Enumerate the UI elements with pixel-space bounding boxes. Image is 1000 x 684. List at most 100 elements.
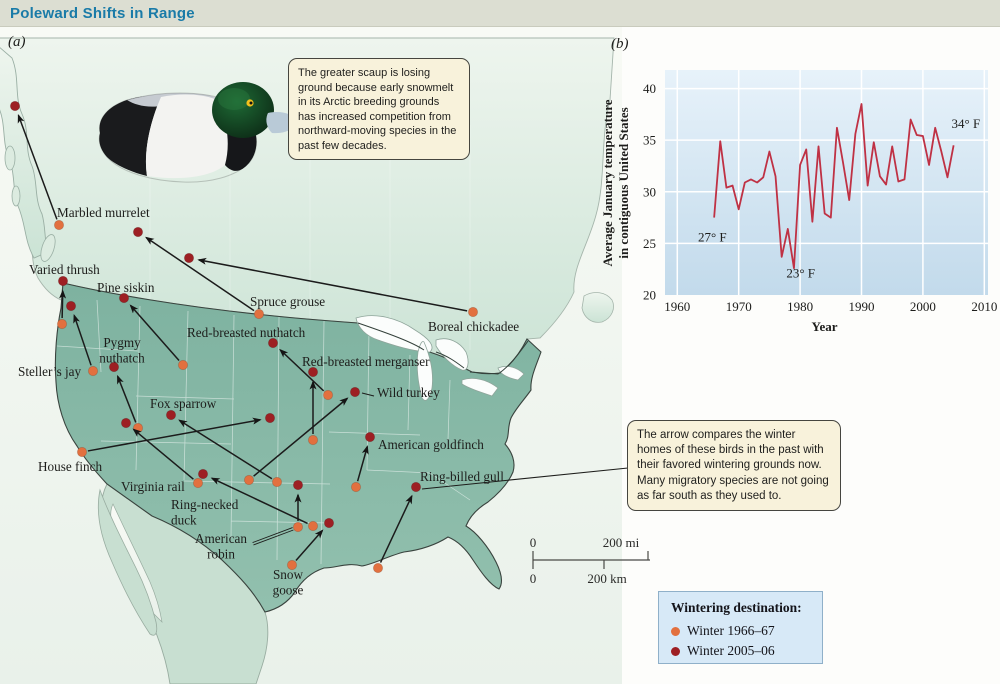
x-tick-label: 1980 [787, 299, 813, 314]
bird-red-breasted-merganser: Red-breasted merganser [302, 354, 430, 446]
legend-item-2005: Winter 2005–06 [671, 643, 810, 659]
temperature-chart: 1960 1970 1980 1990 2000 2010 20 25 30 35 40 27° F 2… [600, 70, 997, 334]
winter-2005-dot [292, 479, 304, 491]
winter-1966-dot [372, 562, 384, 574]
winter-2005-dot [364, 431, 376, 443]
bird-label: Ring-billed gull [420, 469, 504, 484]
scale-200-km: 200 km [587, 571, 626, 586]
great-lakes [355, 315, 525, 401]
range-shift-arrow [178, 419, 273, 480]
bird-red-breasted-nuthatch: Red-breasted nuthatch [187, 325, 334, 401]
legend-item-1966: Winter 1966–67 [671, 623, 810, 639]
figure-title-bar: Poleward Shifts in Range [0, 0, 1000, 27]
bird-marbled-murrelet: Marbled murrelet [9, 100, 150, 231]
leader-lines [252, 392, 629, 546]
bird-label: Spruce grouse [250, 294, 325, 309]
range-shift-arrow [59, 289, 67, 319]
winter-2005-dot [197, 468, 209, 480]
bird-house-finch: House finch [38, 412, 276, 474]
winter-2005-dot [165, 409, 177, 421]
winter-1966-dot [56, 318, 68, 330]
bird-ring-billed-gull: Ring-billed gull [372, 469, 504, 574]
bird-pine-siskin: Pine siskin [97, 280, 189, 371]
lake-superior [355, 315, 433, 353]
vancouver-island [40, 234, 56, 262]
winter-1966-dot [350, 481, 362, 493]
bird-wild-turkey: Wild turkey [243, 385, 440, 486]
legend-label: Winter 2005–06 [687, 643, 775, 658]
winter-1966-dot [322, 389, 334, 401]
y-tick-label: 40 [643, 81, 656, 96]
winter-2005-dot [118, 292, 130, 304]
baja-peninsula [97, 488, 158, 636]
annotation-34: 34° F [952, 116, 981, 131]
x-tick-label: 1970 [726, 299, 752, 314]
winter-2005-dot [65, 300, 77, 312]
y-tick-label: 20 [643, 288, 656, 303]
y-tick-label: 25 [643, 236, 656, 251]
y-tick-label: 35 [643, 133, 656, 148]
lake-erie [461, 378, 499, 397]
plot-area [665, 70, 988, 295]
bird-label: Ring-necked duck [171, 497, 239, 528]
y-tick-label: 30 [643, 184, 656, 199]
province-borders [149, 95, 471, 350]
winter-1966-dot [307, 520, 319, 532]
winter-2005-dot [267, 337, 279, 349]
panel-b-label: (b) [611, 36, 629, 52]
border-through-lakes [357, 322, 529, 375]
arrow-callout: The arrow compares the winter homes of t… [627, 420, 841, 511]
state-borders [56, 299, 471, 565]
winter-1966-dot [253, 308, 265, 320]
winter-1966-dot [132, 422, 144, 434]
x-tick-label: 1960 [664, 299, 690, 314]
winter-1966-dot [286, 559, 298, 571]
winter-1966-dot [53, 219, 65, 231]
coastal-island [4, 145, 16, 171]
winter-2005-dot [323, 517, 335, 529]
winter-1966-dot [271, 476, 283, 488]
legend-label: Winter 1966–67 [687, 623, 775, 638]
range-shift-arrow [210, 477, 308, 525]
winter-2005-swatch [671, 646, 680, 656]
range-shift-arrow [295, 529, 324, 561]
temperature-line [713, 103, 955, 270]
bird-label: Varied thrush [29, 262, 100, 277]
bird-fox-sparrow: Fox sparrow [150, 396, 283, 488]
bird-label: Pine siskin [97, 280, 155, 295]
newfoundland-island [581, 292, 614, 323]
annotation-27: 27° F [698, 229, 727, 244]
bird-label: American robin [195, 531, 247, 562]
range-shift-arrow [116, 374, 137, 423]
coastal-island [11, 185, 21, 207]
winter-2005-dot [349, 386, 361, 398]
winter-2005-dot [57, 275, 69, 287]
range-shift-arrow [379, 494, 413, 563]
american-robin-leader [252, 527, 293, 544]
wild-turkey-leader [361, 392, 375, 397]
range-shift-arrow [87, 417, 262, 452]
bird-label: Pygmy nuthatch [99, 335, 145, 366]
winter-1966-swatch [671, 626, 680, 636]
winter-2005-dot [410, 481, 422, 493]
bird-snow-goose: Snow goose [273, 517, 335, 598]
bird-american-goldfinch: American goldfinch [350, 431, 484, 493]
x-tick-label: 2000 [910, 299, 936, 314]
winter-2005-dot [108, 361, 120, 373]
winter-1966-dot [87, 365, 99, 377]
winter-2005-dot [9, 100, 21, 112]
winter-2005-dot [132, 226, 144, 238]
winter-1966-dot [243, 474, 255, 486]
range-shift-arrow [145, 236, 255, 312]
scale-zero-km: 0 [530, 571, 537, 586]
range-shift-arrow [356, 445, 369, 482]
map-scale-bar [532, 551, 650, 569]
bird-spruce-grouse: Spruce grouse [132, 226, 325, 320]
lake-huron [435, 338, 469, 371]
lake-michigan [416, 341, 433, 401]
scale-200-mi: 200 mi [603, 535, 640, 550]
scaup-head [212, 82, 274, 138]
annotation-23: 23° F [786, 265, 815, 280]
bird-boreal-chickadee: Boreal chickadee [183, 252, 519, 334]
